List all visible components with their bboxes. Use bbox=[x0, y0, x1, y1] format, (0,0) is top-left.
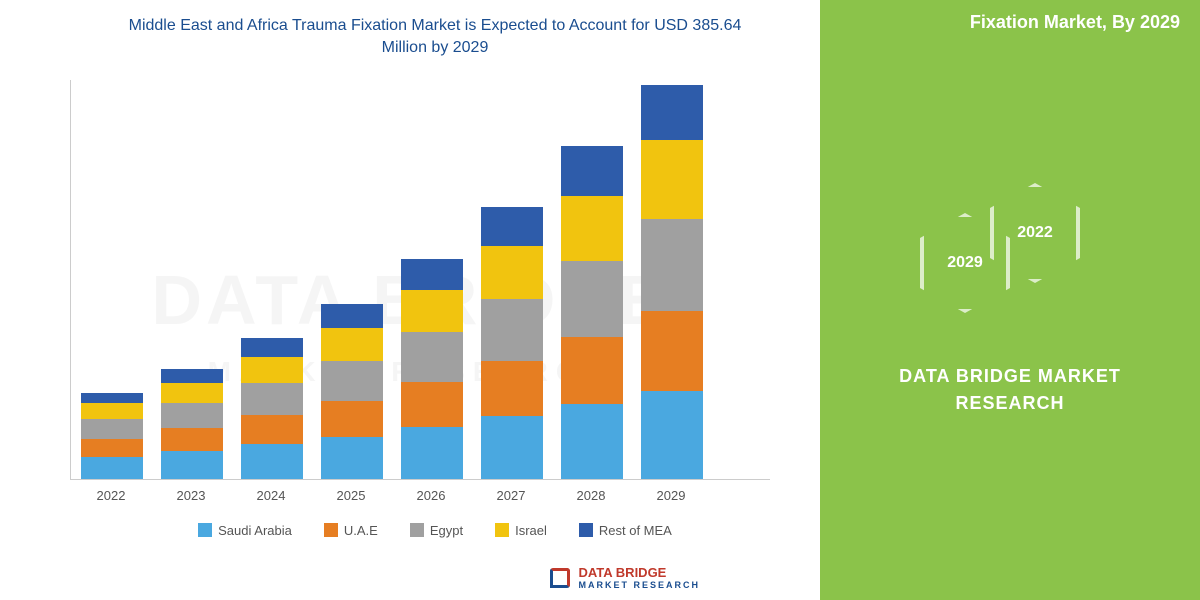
legend-label: U.A.E bbox=[344, 523, 378, 538]
side-panel: Fixation Market, By 2029 2029 2022 DATA … bbox=[820, 0, 1200, 600]
bar-group bbox=[401, 80, 463, 479]
bar-segment-saudi-arabia bbox=[561, 404, 623, 479]
brand-line-1: DATA BRIDGE MARKET bbox=[899, 363, 1121, 390]
bar-segment-uae bbox=[561, 337, 623, 404]
bar-segment-egypt bbox=[641, 219, 703, 311]
side-brand-text: DATA BRIDGE MARKET RESEARCH bbox=[899, 363, 1121, 417]
x-axis-label: 2027 bbox=[480, 488, 542, 503]
bar-segment-uae bbox=[481, 361, 543, 416]
bar-segment-israel bbox=[81, 403, 143, 419]
legend-swatch-icon bbox=[198, 523, 212, 537]
brand-line-2: RESEARCH bbox=[899, 390, 1121, 417]
bar-segment-rest-of-mea bbox=[481, 207, 543, 247]
side-header-text: Fixation Market, By 2029 bbox=[970, 12, 1180, 33]
chart-title: Middle East and Africa Trauma Fixation M… bbox=[70, 15, 800, 60]
bar-segment-egypt bbox=[401, 332, 463, 382]
bar-segment-uae bbox=[81, 439, 143, 457]
bar-segment-rest-of-mea bbox=[641, 85, 703, 140]
bar-segment-saudi-arabia bbox=[241, 444, 303, 479]
x-axis-label: 2026 bbox=[400, 488, 462, 503]
bar-group bbox=[81, 80, 143, 479]
stacked-bar-chart bbox=[70, 80, 770, 480]
bar-segment-rest-of-mea bbox=[561, 146, 623, 196]
legend-label: Saudi Arabia bbox=[218, 523, 292, 538]
chart-legend: Saudi Arabia U.A.E Egypt Israel Rest of MEA bbox=[70, 523, 800, 538]
bar-segment-saudi-arabia bbox=[481, 416, 543, 479]
bar-segment-rest-of-mea bbox=[81, 393, 143, 403]
bar-segment-egypt bbox=[321, 361, 383, 401]
hexagon-2022: 2022 bbox=[990, 183, 1080, 283]
bar-segment-uae bbox=[321, 401, 383, 437]
bar-group bbox=[481, 80, 543, 479]
legend-item-saudi-arabia: Saudi Arabia bbox=[198, 523, 292, 538]
x-axis-label: 2024 bbox=[240, 488, 302, 503]
hex-year-1: 2029 bbox=[947, 254, 983, 272]
x-axis-label: 2029 bbox=[640, 488, 702, 503]
x-axis-labels: 2022 2023 2024 2025 2026 2027 2028 2029 bbox=[70, 480, 770, 503]
legend-item-rest-of-mea: Rest of MEA bbox=[579, 523, 672, 538]
bar-segment-egypt bbox=[81, 419, 143, 439]
x-axis-label: 2023 bbox=[160, 488, 222, 503]
bar-group bbox=[641, 80, 703, 479]
hexagon-year-graphic: 2029 2022 bbox=[920, 183, 1100, 323]
bar-segment-israel bbox=[321, 328, 383, 361]
bar-segment-saudi-arabia bbox=[161, 451, 223, 479]
bar-group bbox=[241, 80, 303, 479]
legend-item-uae: U.A.E bbox=[324, 523, 378, 538]
x-axis-label: 2022 bbox=[80, 488, 142, 503]
legend-label: Israel bbox=[515, 523, 547, 538]
legend-swatch-icon bbox=[495, 523, 509, 537]
bar-segment-egypt bbox=[481, 299, 543, 361]
legend-label: Egypt bbox=[430, 523, 463, 538]
legend-label: Rest of MEA bbox=[599, 523, 672, 538]
bar-segment-rest-of-mea bbox=[401, 259, 463, 290]
bar-segment-uae bbox=[161, 428, 223, 451]
bar-segment-israel bbox=[481, 246, 543, 299]
bar-segment-egypt bbox=[161, 403, 223, 428]
footer-brand-logo: DATA BRIDGE MARKET RESEARCH bbox=[550, 565, 700, 590]
bar-segment-saudi-arabia bbox=[81, 457, 143, 479]
bar-segment-rest-of-mea bbox=[241, 338, 303, 357]
legend-swatch-icon bbox=[410, 523, 424, 537]
bar-group bbox=[161, 80, 223, 479]
chart-panel: DATA BRIDGE MARKET RESEARCH Middle East … bbox=[0, 0, 820, 600]
bar-segment-saudi-arabia bbox=[641, 391, 703, 479]
bar-segment-egypt bbox=[241, 383, 303, 415]
bar-segment-saudi-arabia bbox=[401, 427, 463, 479]
bar-segment-israel bbox=[641, 140, 703, 220]
bar-segment-israel bbox=[241, 357, 303, 383]
bar-segment-israel bbox=[401, 290, 463, 332]
legend-item-egypt: Egypt bbox=[410, 523, 463, 538]
legend-item-israel: Israel bbox=[495, 523, 547, 538]
legend-swatch-icon bbox=[324, 523, 338, 537]
bar-segment-uae bbox=[241, 415, 303, 444]
footer-brand-sub: MARKET RESEARCH bbox=[578, 580, 700, 590]
bar-segment-rest-of-mea bbox=[161, 369, 223, 383]
bar-segment-uae bbox=[641, 311, 703, 391]
x-axis-label: 2028 bbox=[560, 488, 622, 503]
bar-segment-israel bbox=[561, 196, 623, 262]
bar-segment-uae bbox=[401, 382, 463, 427]
bar-segment-saudi-arabia bbox=[321, 437, 383, 479]
bar-group bbox=[561, 80, 623, 479]
logo-mark-icon bbox=[550, 568, 570, 588]
footer-brand-text: DATA BRIDGE bbox=[578, 565, 666, 580]
bar-segment-israel bbox=[161, 383, 223, 403]
x-axis-label: 2025 bbox=[320, 488, 382, 503]
root-container: DATA BRIDGE MARKET RESEARCH Middle East … bbox=[0, 0, 1200, 600]
bar-segment-egypt bbox=[561, 261, 623, 337]
bar-group bbox=[321, 80, 383, 479]
legend-swatch-icon bbox=[579, 523, 593, 537]
bar-segment-rest-of-mea bbox=[321, 304, 383, 328]
hex-year-2: 2022 bbox=[1017, 224, 1053, 242]
